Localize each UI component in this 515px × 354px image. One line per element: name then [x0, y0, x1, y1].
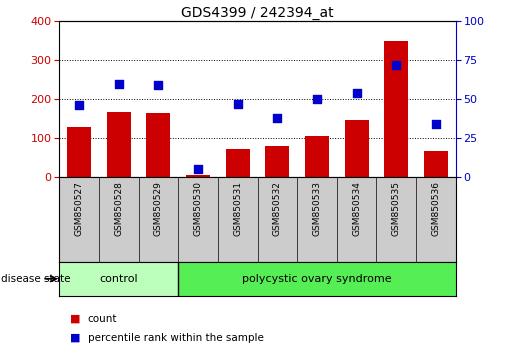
Point — [432, 121, 440, 127]
Text: percentile rank within the sample: percentile rank within the sample — [88, 333, 264, 343]
Text: GSM850534: GSM850534 — [352, 181, 361, 236]
Bar — [424, 151, 448, 177]
Text: control: control — [99, 274, 138, 284]
Point — [233, 101, 242, 107]
Bar — [265, 146, 289, 177]
Text: GSM850536: GSM850536 — [432, 181, 440, 236]
Bar — [305, 136, 329, 177]
Bar — [59, 262, 178, 296]
Title: GDS4399 / 242394_at: GDS4399 / 242394_at — [181, 6, 334, 20]
Text: ■: ■ — [70, 333, 80, 343]
Point — [313, 96, 321, 102]
Bar — [384, 41, 408, 177]
Text: disease state: disease state — [1, 274, 71, 284]
Bar — [67, 127, 91, 177]
Text: GSM850527: GSM850527 — [75, 181, 83, 236]
Text: GSM850533: GSM850533 — [313, 181, 321, 236]
Bar — [186, 175, 210, 177]
Point — [392, 62, 401, 68]
Bar — [107, 112, 131, 177]
Text: polycystic ovary syndrome: polycystic ovary syndrome — [242, 274, 392, 284]
Text: GSM850535: GSM850535 — [392, 181, 401, 236]
Point — [114, 81, 123, 86]
Point — [352, 90, 360, 96]
Bar — [226, 149, 250, 177]
Point — [273, 115, 281, 121]
Text: GSM850528: GSM850528 — [114, 181, 123, 236]
Text: GSM850530: GSM850530 — [194, 181, 202, 236]
Text: GSM850531: GSM850531 — [233, 181, 242, 236]
Text: GSM850529: GSM850529 — [154, 181, 163, 236]
Bar — [146, 113, 170, 177]
Point — [75, 103, 83, 108]
Point — [154, 82, 162, 88]
Text: ■: ■ — [70, 314, 80, 324]
Text: GSM850532: GSM850532 — [273, 181, 282, 236]
Point — [194, 166, 202, 172]
Bar — [345, 120, 369, 177]
Text: count: count — [88, 314, 117, 324]
